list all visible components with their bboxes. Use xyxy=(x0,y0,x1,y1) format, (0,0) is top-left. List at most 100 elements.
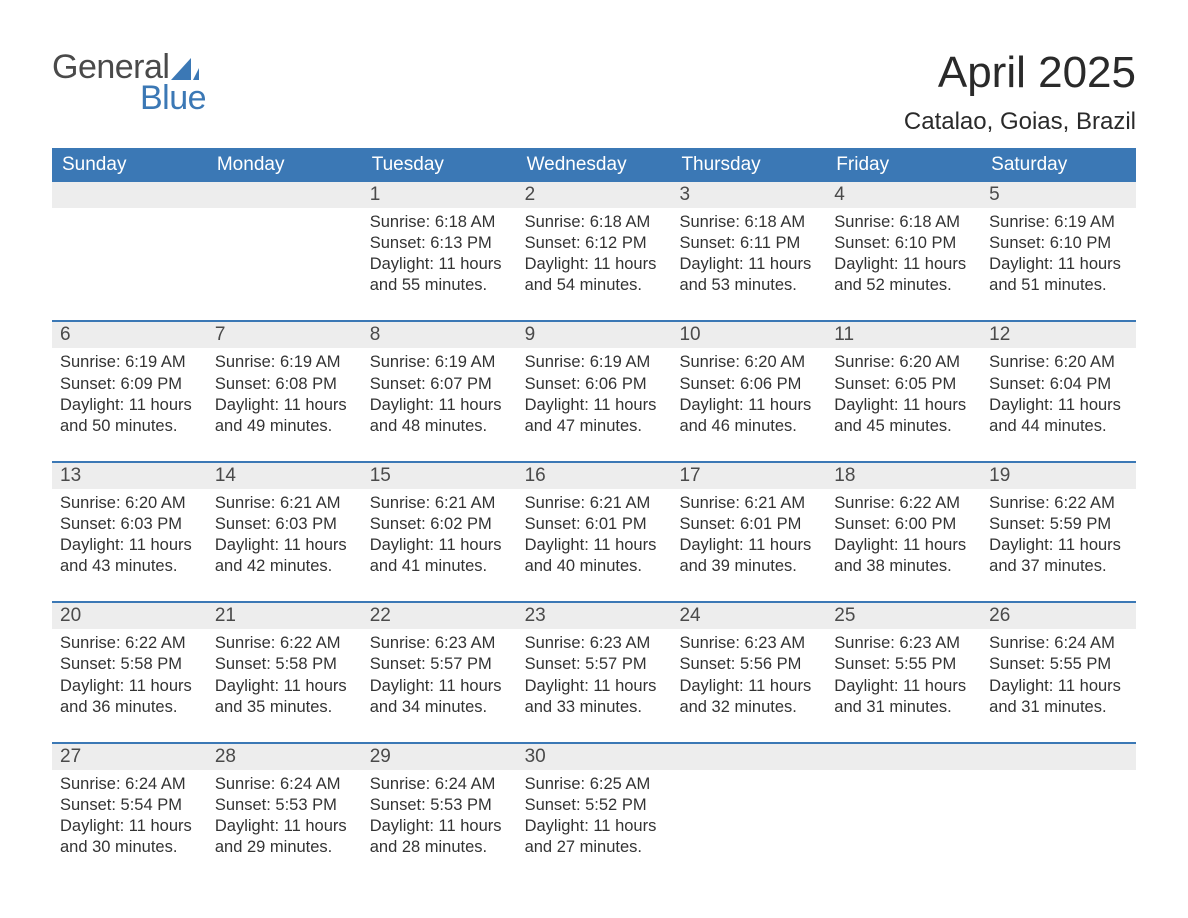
day-number-row: 12 xyxy=(981,322,1136,348)
title-block: April 2025 Catalao, Goias, Brazil xyxy=(904,48,1136,136)
day-body: Sunrise: 6:20 AMSunset: 6:03 PMDaylight:… xyxy=(52,489,207,577)
header: General Blue April 2025 Catalao, Goias, … xyxy=(52,48,1136,136)
day-number: 19 xyxy=(981,463,1136,489)
sunrise-line: Sunrise: 6:25 AM xyxy=(525,774,666,795)
sunrise-line: Sunrise: 6:23 AM xyxy=(834,633,975,654)
calendar-day: 28 Sunrise: 6:24 AMSunset: 5:53 PMDayligh… xyxy=(207,744,362,864)
day-number: 28 xyxy=(207,744,362,770)
calendar-day: 9Sunrise: 6:19 AMSunset: 6:06 PMDaylight… xyxy=(517,322,672,442)
calendar-day xyxy=(52,182,207,302)
day-body: Sunrise: 6:23 AMSunset: 5:57 PMDaylight:… xyxy=(517,629,672,717)
day-number-row xyxy=(981,744,1136,770)
day-body: Sunrise: 6:19 AMSunset: 6:09 PMDaylight:… xyxy=(52,348,207,436)
sunset-line: Sunset: 6:01 PM xyxy=(679,514,820,535)
daylight-line: Daylight: 11 hours and 47 minutes. xyxy=(525,395,666,437)
daylight-line: Daylight: 11 hours and 53 minutes. xyxy=(679,254,820,296)
day-number-row: 16 xyxy=(517,463,672,489)
daylight-line: Daylight: 11 hours and 36 minutes. xyxy=(60,676,201,718)
calendar-day: 15Sunrise: 6:21 AMSunset: 6:02 PMDayligh… xyxy=(362,463,517,583)
day-number-row: 27 xyxy=(52,744,207,770)
calendar-week: 1Sunrise: 6:18 AMSunset: 6:13 PMDaylight… xyxy=(52,182,1136,302)
daylight-line: Daylight: 11 hours and 41 minutes. xyxy=(370,535,511,577)
day-number-row: 15 xyxy=(362,463,517,489)
daylight-line: Daylight: 11 hours and 37 minutes. xyxy=(989,535,1130,577)
calendar-day: 16Sunrise: 6:21 AMSunset: 6:01 PMDayligh… xyxy=(517,463,672,583)
calendar-week: 6Sunrise: 6:19 AMSunset: 6:09 PMDaylight… xyxy=(52,320,1136,442)
sunrise-line: Sunrise: 6:24 AM xyxy=(215,774,356,795)
day-number: 24 xyxy=(671,603,826,629)
day-body: Sunrise: 6:18 AMSunset: 6:13 PMDaylight:… xyxy=(362,208,517,296)
day-number-row: 23 xyxy=(517,603,672,629)
sunrise-line: Sunrise: 6:21 AM xyxy=(679,493,820,514)
daylight-line: Daylight: 11 hours and 44 minutes. xyxy=(989,395,1130,437)
sunrise-line: Sunrise: 6:19 AM xyxy=(370,352,511,373)
day-body: Sunrise: 6:21 AMSunset: 6:03 PMDaylight:… xyxy=(207,489,362,577)
sunrise-line: Sunrise: 6:24 AM xyxy=(989,633,1130,654)
day-number-row: 4 xyxy=(826,182,981,208)
calendar-day: 23Sunrise: 6:23 AMSunset: 5:57 PMDayligh… xyxy=(517,603,672,723)
sunrise-line: Sunrise: 6:22 AM xyxy=(989,493,1130,514)
day-number-row: 24 xyxy=(671,603,826,629)
day-number: 11 xyxy=(826,322,981,348)
calendar-day: 14Sunrise: 6:21 AMSunset: 6:03 PMDayligh… xyxy=(207,463,362,583)
day-body xyxy=(826,770,981,774)
sunset-line: Sunset: 6:06 PM xyxy=(679,374,820,395)
calendar: SundayMondayTuesdayWednesdayThursdayFrid… xyxy=(52,148,1136,864)
sunrise-line: Sunrise: 6:18 AM xyxy=(370,212,511,233)
day-body: Sunrise: 6:22 AMSunset: 6:00 PMDaylight:… xyxy=(826,489,981,577)
sunset-line: Sunset: 6:01 PM xyxy=(525,514,666,535)
day-number: 22 xyxy=(362,603,517,629)
daylight-line: Daylight: 11 hours and 52 minutes. xyxy=(834,254,975,296)
day-number: 26 xyxy=(981,603,1136,629)
daylight-line: Daylight: 11 hours and 31 minutes. xyxy=(989,676,1130,718)
day-number: 10 xyxy=(671,322,826,348)
weekday-header: Tuesday xyxy=(362,148,517,182)
sunset-line: Sunset: 6:10 PM xyxy=(989,233,1130,254)
weekday-header: Monday xyxy=(207,148,362,182)
day-number-row: 20 xyxy=(52,603,207,629)
sunset-line: Sunset: 5:56 PM xyxy=(679,654,820,675)
sunrise-line: Sunrise: 6:21 AM xyxy=(215,493,356,514)
day-body: Sunrise: 6:19 AMSunset: 6:07 PMDaylight:… xyxy=(362,348,517,436)
calendar-day xyxy=(671,744,826,864)
weekday-header: Saturday xyxy=(981,148,1136,182)
sunset-line: Sunset: 6:08 PM xyxy=(215,374,356,395)
month-title: April 2025 xyxy=(904,48,1136,98)
day-number: 17 xyxy=(671,463,826,489)
day-number: 18 xyxy=(826,463,981,489)
day-number-row: 28 xyxy=(207,744,362,770)
sunrise-line: Sunrise: 6:20 AM xyxy=(679,352,820,373)
day-body: Sunrise: 6:23 AMSunset: 5:55 PMDaylight:… xyxy=(826,629,981,717)
calendar-day xyxy=(981,744,1136,864)
day-number: 1 xyxy=(362,182,517,208)
day-number-row xyxy=(207,182,362,208)
weekday-header: Sunday xyxy=(52,148,207,182)
calendar-day: 1Sunrise: 6:18 AMSunset: 6:13 PMDaylight… xyxy=(362,182,517,302)
day-number-row: 8 xyxy=(362,322,517,348)
sunrise-line: Sunrise: 6:19 AM xyxy=(989,212,1130,233)
sunset-line: Sunset: 5:53 PM xyxy=(215,795,356,816)
day-number: 14 xyxy=(207,463,362,489)
day-body: Sunrise: 6:25 AMSunset: 5:52 PMDaylight:… xyxy=(517,770,672,858)
day-number: 3 xyxy=(671,182,826,208)
sunset-line: Sunset: 6:06 PM xyxy=(525,374,666,395)
sunrise-line: Sunrise: 6:22 AM xyxy=(834,493,975,514)
day-number-row: 29 xyxy=(362,744,517,770)
calendar-day: 21Sunrise: 6:22 AMSunset: 5:58 PMDayligh… xyxy=(207,603,362,723)
day-number: 27 xyxy=(52,744,207,770)
daylight-line: Daylight: 11 hours and 29 minutes. xyxy=(215,816,356,858)
sunrise-line: Sunrise: 6:18 AM xyxy=(834,212,975,233)
sunset-line: Sunset: 6:03 PM xyxy=(60,514,201,535)
day-body xyxy=(207,208,362,212)
weekday-header: Thursday xyxy=(671,148,826,182)
day-number-row: 5 xyxy=(981,182,1136,208)
day-body: Sunrise: 6:18 AMSunset: 6:10 PMDaylight:… xyxy=(826,208,981,296)
day-number-row: 11 xyxy=(826,322,981,348)
sunset-line: Sunset: 5:52 PM xyxy=(525,795,666,816)
day-number: 30 xyxy=(517,744,672,770)
sunset-line: Sunset: 6:11 PM xyxy=(679,233,820,254)
weekday-header: Wednesday xyxy=(517,148,672,182)
sunset-line: Sunset: 6:02 PM xyxy=(370,514,511,535)
day-body: Sunrise: 6:24 AMSunset: 5:53 PMDaylight:… xyxy=(362,770,517,858)
day-body xyxy=(52,208,207,212)
